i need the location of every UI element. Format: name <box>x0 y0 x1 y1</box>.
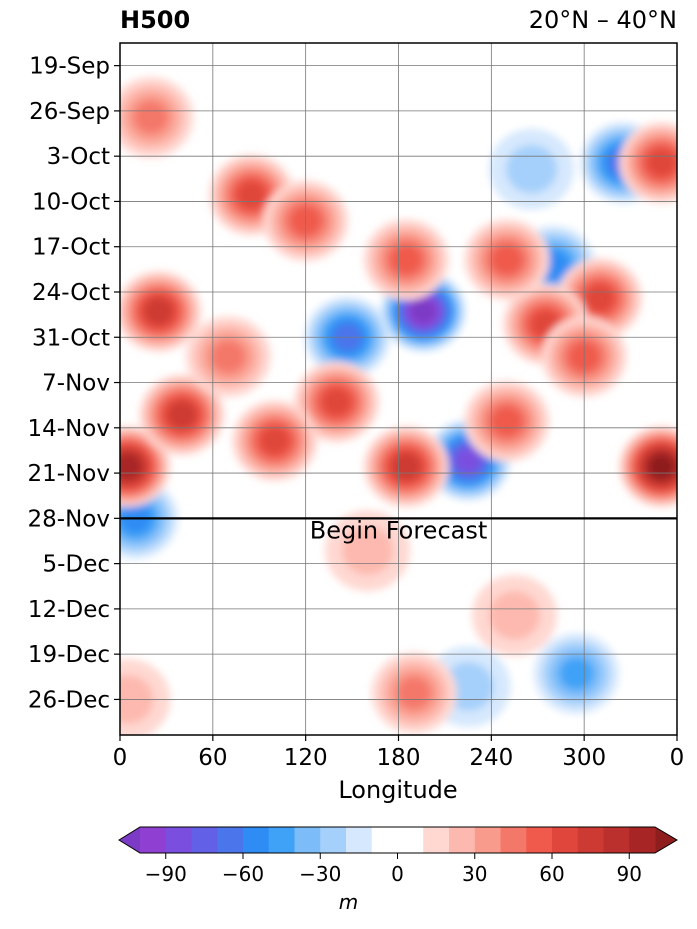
anomaly-6 <box>489 128 575 210</box>
colorbar-under-arrow <box>119 827 140 853</box>
colorbar-segment-7 <box>320 827 347 853</box>
y-axis: 19-Sep 26-Sep 3-Oct 10-Oct 17-Oct 24-Oct 31-Oc… <box>28 54 120 713</box>
y-tick-label-5: 24-Oct <box>32 280 110 306</box>
colorbar-unit-label: m <box>338 890 359 914</box>
y-tick-label-10: 28-Nov <box>28 506 110 532</box>
x-axis-label: Longitude <box>338 776 457 804</box>
x-tick-label-3: 180 <box>377 745 421 771</box>
anomaly-23 <box>232 400 318 482</box>
colorbar-tick-label-6: 90 <box>617 862 642 886</box>
anomaly-field <box>120 43 677 735</box>
colorbar-segment-11 <box>449 827 476 853</box>
y-tick-label-4: 17-Oct <box>32 235 110 261</box>
y-tick-label-8: 14-Nov <box>28 416 110 442</box>
x-tick-label-6: 0 <box>670 745 685 771</box>
colorbar-tick-label-0: −90 <box>145 862 187 886</box>
y-tick-label-0: 19-Sep <box>29 54 110 80</box>
colorbar-segment-15 <box>552 827 579 853</box>
anomaly-25 <box>185 316 271 398</box>
x-tick-label-4: 240 <box>469 745 513 771</box>
anomaly-26 <box>464 219 550 301</box>
y-tick-label-6: 31-Oct <box>32 325 110 351</box>
y-tick-label-13: 19-Dec <box>28 642 110 668</box>
anomaly-9 <box>618 426 677 508</box>
colorbar-segment-12 <box>474 827 501 853</box>
field-contours <box>120 76 677 735</box>
forecast-marker: Begin Forecast <box>120 516 677 544</box>
colorbar-tick-label-2: −30 <box>299 862 341 886</box>
colorbar-tick-label-1: −60 <box>222 862 264 886</box>
y-tick-label-3: 10-Oct <box>32 189 110 215</box>
anomaly-7 <box>533 633 619 714</box>
chart-title-left: H500 <box>120 6 191 34</box>
colorbar-segment-9 <box>371 827 424 853</box>
y-tick-label-9: 21-Nov <box>28 461 110 487</box>
anomaly-30 <box>120 659 171 735</box>
colorbar-segment-13 <box>500 827 527 853</box>
forecast-label: Begin Forecast <box>310 516 488 544</box>
y-tick-label-2: 3-Oct <box>47 144 110 170</box>
anomaly-27 <box>371 652 457 734</box>
anomaly-24 <box>120 76 194 158</box>
colorbar-segment-0 <box>140 827 167 853</box>
y-tick-label-12: 12-Dec <box>28 597 110 623</box>
colorbar-segment-1 <box>165 827 192 853</box>
colorbar-over-arrow <box>655 827 677 853</box>
colorbar-segment-17 <box>603 827 630 853</box>
anomaly-17 <box>363 426 449 508</box>
y-tick-label-11: 5-Dec <box>43 552 110 578</box>
anomaly-11 <box>120 270 202 352</box>
colorbar-segment-3 <box>217 827 244 853</box>
anomaly-20 <box>363 219 449 301</box>
y-tick-label-7: 7-Nov <box>42 371 110 397</box>
colorbar-segment-8 <box>346 827 373 853</box>
colorbar-tick-label-5: 60 <box>539 862 564 886</box>
anomaly-18 <box>294 361 380 443</box>
y-tick-label-14: 26-Dec <box>28 687 110 713</box>
colorbar-tick-label-4: 30 <box>462 862 487 886</box>
chart-title-right: 20°N – 40°N <box>528 6 677 34</box>
colorbar-segment-14 <box>526 827 553 853</box>
colorbar-segment-5 <box>268 827 295 853</box>
colorbar-segment-6 <box>294 827 321 853</box>
colorbar-tick-label-3: 0 <box>391 862 404 886</box>
colorbar-segment-18 <box>629 827 656 853</box>
anomaly-29 <box>471 574 558 656</box>
colorbar: −90 −60 −30 0 30 60 90 <box>118 826 678 886</box>
colorbar-outline <box>118 826 678 854</box>
anomaly-21 <box>464 380 550 462</box>
x-tick-label-5: 300 <box>562 745 606 771</box>
y-tick-label-1: 26-Sep <box>29 99 110 125</box>
x-axis: 0 60 120 180 240 300 0 <box>113 735 685 771</box>
x-tick-label-2: 120 <box>284 745 328 771</box>
x-tick-label-1: 60 <box>198 745 227 771</box>
colorbar-segment-10 <box>423 827 450 853</box>
x-tick-label-0: 0 <box>113 745 128 771</box>
colorbar-segment-2 <box>191 827 218 853</box>
anomaly-28 <box>325 510 411 592</box>
colorbar-segment-4 <box>243 827 270 853</box>
colorbar-segment-16 <box>577 827 604 853</box>
